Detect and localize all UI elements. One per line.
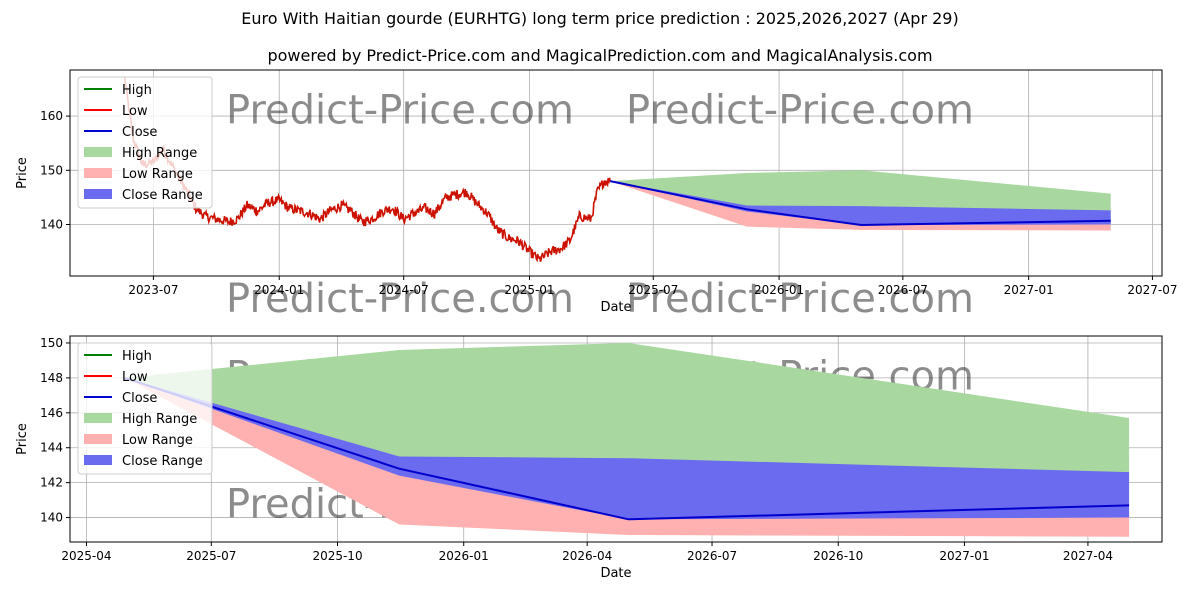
y-tick-label: 144: [40, 441, 63, 455]
y-tick-label: 148: [40, 371, 63, 385]
x-tick-label: 2026-04: [562, 549, 612, 563]
x-tick-label: 2026-01: [439, 549, 489, 563]
plot-frame: [69, 335, 1163, 543]
y-tick-label: 140: [40, 218, 63, 232]
legend-label: Close: [122, 125, 157, 140]
x-tick-label: 2026-07: [878, 283, 928, 297]
x-tick-label: 2023-07: [128, 283, 178, 297]
y-axis-label: Price: [15, 423, 30, 455]
watermark-text: Predict-Price.com: [626, 276, 974, 322]
x-axis-label: Date: [600, 300, 631, 315]
chart-title: Euro With Haitian gourde (EURHTG) long t…: [241, 9, 959, 28]
x-tick-label: 2027-01: [1004, 283, 1054, 297]
y-tick-label: 140: [40, 511, 63, 525]
legend-swatch-patch: [84, 189, 112, 199]
x-tick-label: 2027-07: [1127, 283, 1177, 297]
x-tick-label: 2024-01: [254, 283, 304, 297]
legend-swatch-patch: [84, 147, 112, 157]
y-tick-label: 150: [40, 336, 63, 350]
close-forecast-line: [609, 180, 1111, 227]
history-price-line: [123, 76, 611, 263]
legend-label: High Range: [122, 412, 197, 427]
low-range-band: [610, 181, 1111, 231]
y-tick-label: 150: [40, 163, 63, 177]
y-axis-label: Price: [15, 157, 30, 189]
close-range-band: [610, 181, 1111, 226]
legend-label: Low: [122, 104, 148, 119]
x-tick-label: 2025-10: [312, 549, 362, 563]
legend-swatch-patch: [84, 434, 112, 444]
close-range-band: [124, 377, 1130, 520]
close-forecast-line: [124, 376, 1130, 521]
chart-panel-2: Predict-Price.comPredict-Price.comPredic…: [15, 335, 1163, 581]
x-tick-label: 2025-07: [628, 283, 678, 297]
plot-frame: [69, 69, 1163, 277]
legend-swatch-patch: [84, 455, 112, 465]
legend-label: High: [122, 83, 152, 98]
watermark-text: Predict-Price.com: [626, 88, 974, 134]
legend-label: Close: [122, 391, 157, 406]
x-tick-label: 2026-10: [813, 549, 863, 563]
legend-label: Close Range: [122, 454, 203, 469]
chart-subtitle: powered by Predict-Price.com and Magical…: [267, 46, 933, 65]
legend-swatch-patch: [84, 413, 112, 423]
legend-swatch-patch: [84, 168, 112, 178]
x-tick-label: 2027-04: [1063, 549, 1113, 563]
legend: High Low Close High Range Low Range Close Ran…: [77, 342, 213, 475]
y-tick-label: 160: [40, 109, 63, 123]
legend-label: High: [122, 349, 152, 364]
legend: High Low Close High Range Low Range Close Ran…: [77, 76, 213, 209]
x-tick-label: 2025-01: [504, 283, 554, 297]
watermark-text: Predict-Price.com: [226, 276, 574, 322]
x-tick-label: 2026-07: [687, 549, 737, 563]
watermark-text: Predict-Price.com: [226, 88, 574, 134]
x-tick-label: 2025-07: [186, 549, 236, 563]
legend-label: Low: [122, 370, 148, 385]
legend-label: High Range: [122, 146, 197, 161]
legend-label: Low Range: [122, 433, 193, 448]
x-tick-label: 2025-04: [61, 549, 111, 563]
x-tick-label: 2024-07: [379, 283, 429, 297]
y-tick-label: 142: [40, 476, 63, 490]
y-tick-label: 146: [40, 406, 63, 420]
plot-area: [124, 342, 1130, 537]
legend-label: Close Range: [122, 188, 203, 203]
x-tick-label: 2027-01: [939, 549, 989, 563]
chart-panel-1: Predict-Price.com Predict-Price.com Predic…: [15, 69, 1177, 322]
x-axis-label: Date: [600, 566, 631, 581]
low-range-band: [124, 377, 1130, 537]
x-tick-label: 2026-01: [754, 283, 804, 297]
plot-area: [123, 76, 1111, 263]
legend-label: Low Range: [122, 167, 193, 182]
